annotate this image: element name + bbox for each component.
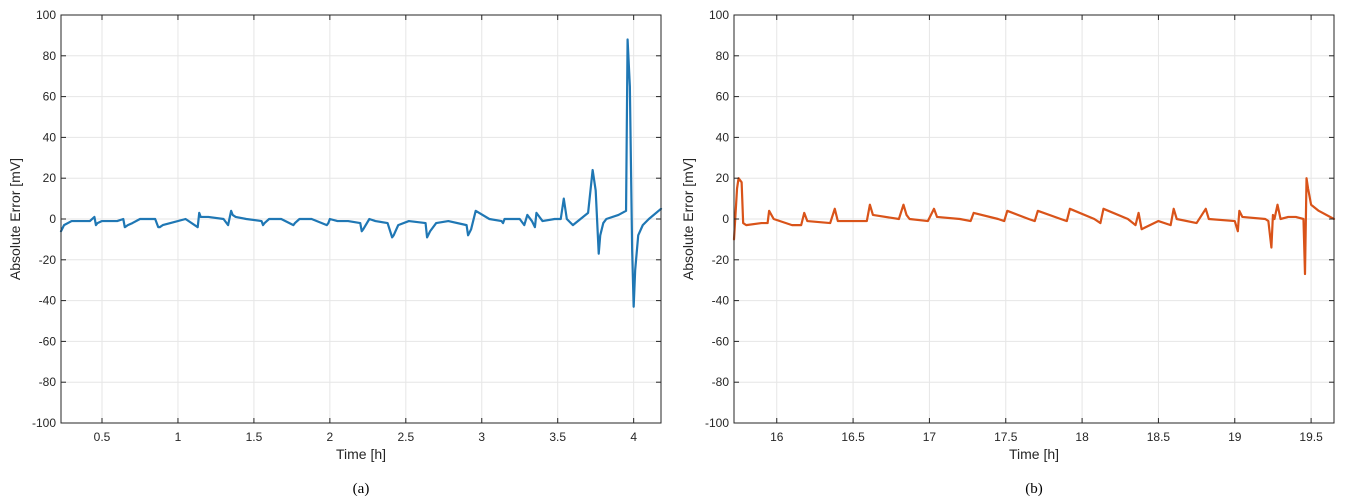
x-axis-label-a: Time [h] [336,446,386,462]
x-tick-label: 2 [327,430,334,444]
y-axis-label-b: Absolute Error [mV] [680,158,696,280]
y-tick-label: -80 [712,375,730,389]
y-tick-label: 20 [716,171,730,185]
y-tick-label: -80 [39,375,57,389]
y-tick-label: 40 [716,130,730,144]
y-tick-label: -20 [39,253,57,267]
panel-caption-b: (b) [1025,481,1043,497]
y-tick-label: 80 [43,49,57,63]
chart-panel-a: 0.5 1 1.5 2 2.5 3 3.5 4 -100 -80 -60 -40 -20 0 20 40 60 8… [7,8,663,497]
y-tick-label: -60 [39,334,57,348]
y-tick-label: 0 [49,212,56,226]
x-tick-label: 17 [923,430,937,444]
y-tick-label: 100 [709,8,729,22]
series-line-a [59,38,663,308]
y-tick-label: -60 [712,334,730,348]
y-axis-label-a: Absolute Error [mV] [7,158,23,280]
chart-panel-b: 16 16.5 17 17.5 18 18.5 19 19.5 -100 -80 -60 -40 -20… [680,8,1336,497]
y-tick-label: -100 [32,416,56,430]
panel-caption-a: (a) [353,481,370,497]
x-tick-label: 16 [770,430,784,444]
x-tick-label: 18.5 [1147,430,1171,444]
y-tick-label: 20 [43,171,57,185]
x-tick-label: 2.5 [397,430,414,444]
x-tick-label: 1.5 [246,430,263,444]
x-tick-label: 3 [478,430,485,444]
y-tick-label: 80 [716,49,730,63]
y-tick-label: 100 [36,8,56,22]
x-tick-label: 4 [630,430,637,444]
y-tick-label: -40 [39,294,57,308]
x-tick-label: 0.5 [94,430,111,444]
y-tick-label: -100 [705,416,729,430]
x-tick-label: 16.5 [841,430,865,444]
y-tick-label: 40 [43,130,57,144]
x-tick-label: 3.5 [549,430,566,444]
x-tick-label: 17.5 [994,430,1018,444]
x-tick-label: 1 [175,430,182,444]
y-tick-label: 60 [716,90,730,104]
x-tick-label: 19.5 [1299,430,1323,444]
y-tick-label: 0 [722,212,729,226]
y-tick-label: -40 [712,294,730,308]
y-tick-label: 60 [43,90,57,104]
y-tick-label: -20 [712,253,730,267]
x-tick-label: 19 [1228,430,1242,444]
series-line-b [732,177,1336,276]
x-tick-label: 18 [1075,430,1089,444]
x-axis-label-b: Time [h] [1009,446,1059,462]
